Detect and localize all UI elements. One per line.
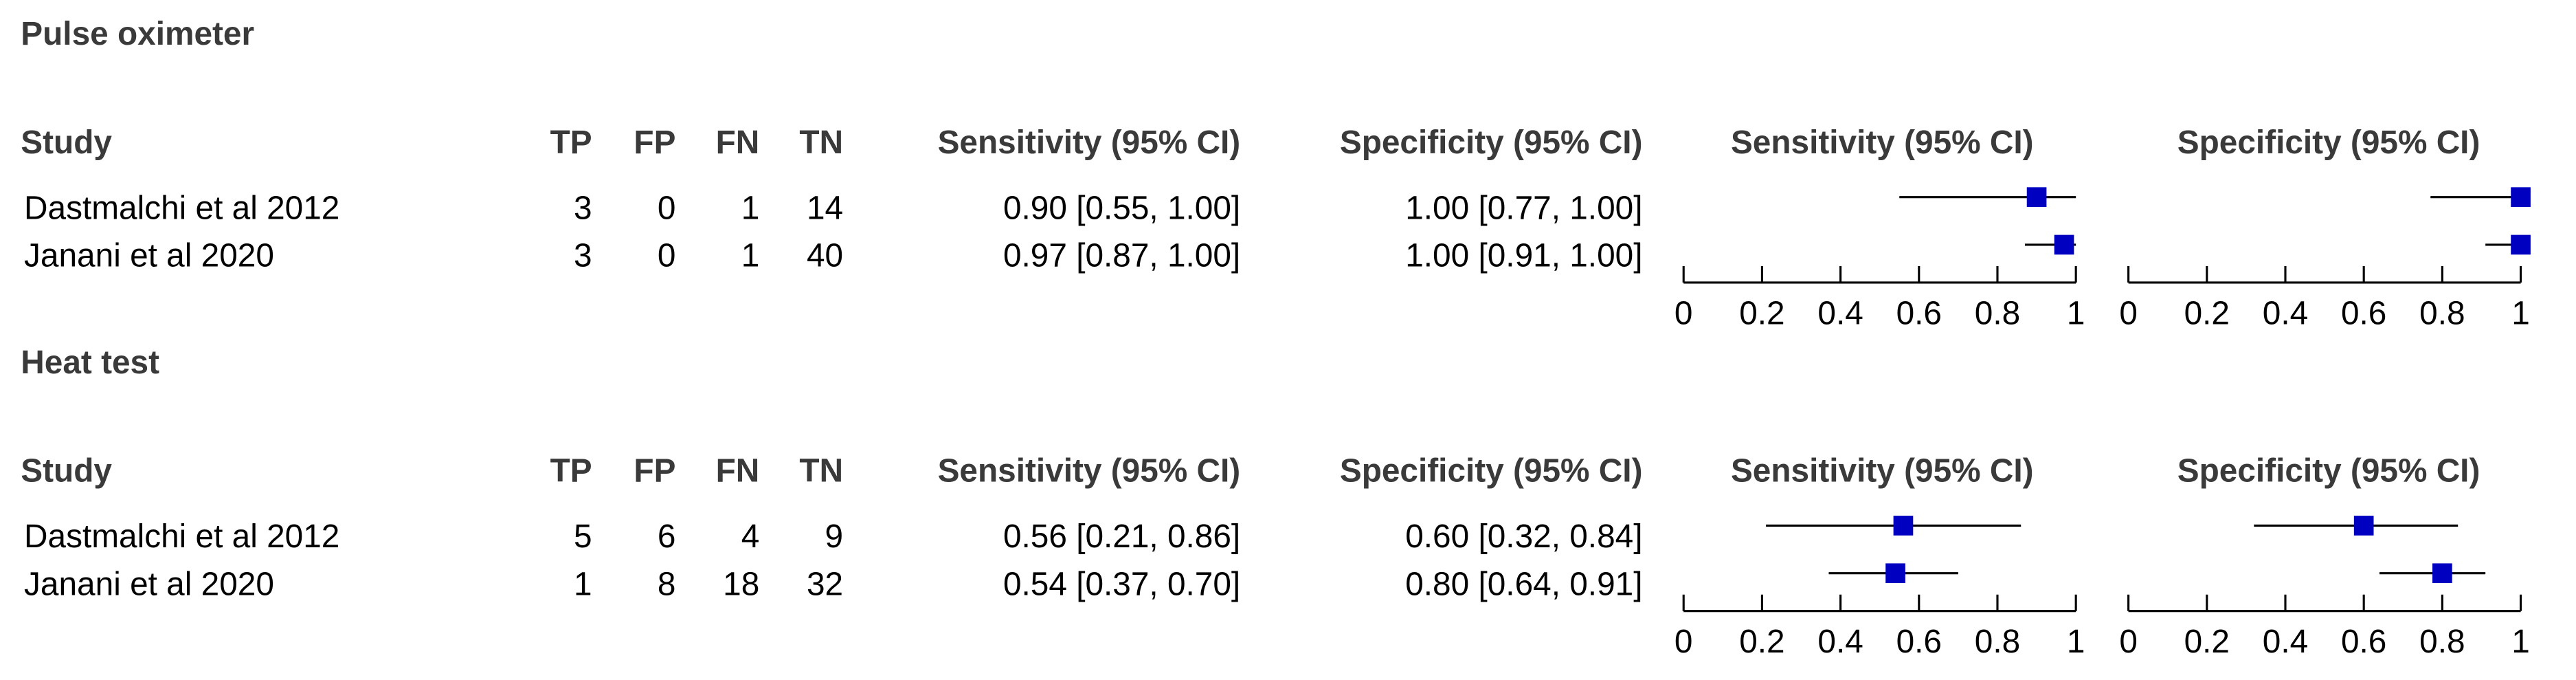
plot-header: Specificity (95% CI)	[2177, 453, 2480, 490]
study-name: Dastmalchi et al 2012	[24, 518, 339, 555]
count-fn: 1	[741, 238, 760, 274]
column-header: FP	[634, 124, 675, 161]
count-tp: 5	[574, 518, 592, 555]
tick-label: 0.8	[2419, 624, 2465, 660]
tick-label: 0.2	[1739, 624, 1784, 660]
column-header: TN	[799, 453, 843, 490]
tick-label: 0.8	[1975, 624, 2020, 660]
column-header: Specificity (95% CI)	[1340, 453, 1643, 490]
sensitivity-ci: 0.54 [0.37, 0.70]	[1003, 566, 1240, 602]
count-fp: 0	[658, 238, 676, 274]
tick-label: 0.6	[2341, 624, 2386, 660]
tick-label: 0.8	[1975, 295, 2020, 331]
tick-label: 1	[2067, 295, 2085, 331]
plot-header: Sensitivity (95% CI)	[1731, 124, 2034, 161]
count-tn: 9	[825, 518, 844, 555]
point-estimate	[2026, 187, 2047, 207]
tick-label: 0.4	[2263, 624, 2308, 660]
column-header: TP	[550, 124, 592, 161]
tick-label: 0.4	[1817, 295, 1863, 331]
column-header: TP	[550, 453, 592, 490]
point-estimate	[2511, 187, 2531, 207]
plot-header: Specificity (95% CI)	[2177, 124, 2480, 161]
specificity-ci: 1.00 [0.77, 1.00]	[1405, 190, 1642, 226]
sensitivity-ci: 0.56 [0.21, 0.86]	[1003, 518, 1240, 555]
count-fp: 6	[658, 518, 676, 555]
column-header: FN	[716, 124, 760, 161]
tick-label: 0.4	[1817, 624, 1863, 660]
sensitivity-ci: 0.90 [0.55, 1.00]	[1003, 190, 1240, 226]
specificity-ci: 0.80 [0.64, 0.91]	[1405, 566, 1642, 602]
column-header: FN	[716, 453, 760, 490]
tick-label: 0.6	[1896, 624, 1942, 660]
tick-label: 0	[1675, 295, 1693, 331]
count-tn: 32	[807, 566, 843, 602]
column-header: FP	[634, 453, 675, 490]
study-name: Janani et al 2020	[24, 238, 274, 274]
column-header: Study	[21, 453, 112, 490]
count-tn: 14	[807, 190, 843, 226]
count-fn: 4	[741, 518, 760, 555]
column-header: TN	[799, 124, 843, 161]
section-title: Heat test	[21, 344, 159, 381]
column-header: Study	[21, 124, 112, 161]
point-estimate	[1893, 516, 1914, 536]
tick-label: 1	[2511, 295, 2530, 331]
tick-label: 0.6	[1896, 295, 1942, 331]
count-fn: 1	[741, 190, 760, 226]
point-estimate	[1885, 563, 1905, 584]
point-estimate	[2054, 234, 2074, 255]
tick-label: 0	[2119, 295, 2138, 331]
count-fp: 8	[658, 566, 676, 602]
point-estimate	[2511, 234, 2531, 255]
tick-label: 0.6	[2341, 295, 2386, 331]
section-title: Pulse oximeter	[21, 16, 254, 52]
column-header: Sensitivity (95% CI)	[938, 124, 1241, 161]
column-header: Sensitivity (95% CI)	[938, 453, 1241, 490]
tick-label: 0.2	[2184, 624, 2230, 660]
count-tp: 3	[574, 190, 592, 226]
column-header: Specificity (95% CI)	[1340, 124, 1643, 161]
study-name: Janani et al 2020	[24, 566, 274, 602]
tick-label: 0	[1675, 624, 1693, 660]
tick-label: 0	[2119, 624, 2138, 660]
tick-label: 1	[2511, 624, 2530, 660]
sensitivity-ci: 0.97 [0.87, 1.00]	[1003, 238, 1240, 274]
point-estimate	[2432, 563, 2452, 584]
tick-label: 0.8	[2419, 295, 2465, 331]
point-estimate	[2353, 516, 2374, 536]
specificity-ci: 1.00 [0.91, 1.00]	[1405, 238, 1642, 274]
tick-label: 1	[2067, 624, 2085, 660]
plot-header: Sensitivity (95% CI)	[1731, 453, 2034, 490]
count-tp: 1	[574, 566, 592, 602]
study-name: Dastmalchi et al 2012	[24, 190, 339, 226]
specificity-ci: 0.60 [0.32, 0.84]	[1405, 518, 1642, 555]
count-tn: 40	[807, 238, 843, 274]
tick-label: 0.4	[2263, 295, 2308, 331]
count-fp: 0	[658, 190, 676, 226]
tick-label: 0.2	[2184, 295, 2230, 331]
tick-label: 0.2	[1739, 295, 1784, 331]
count-tp: 3	[574, 238, 592, 274]
count-fn: 18	[723, 566, 759, 602]
